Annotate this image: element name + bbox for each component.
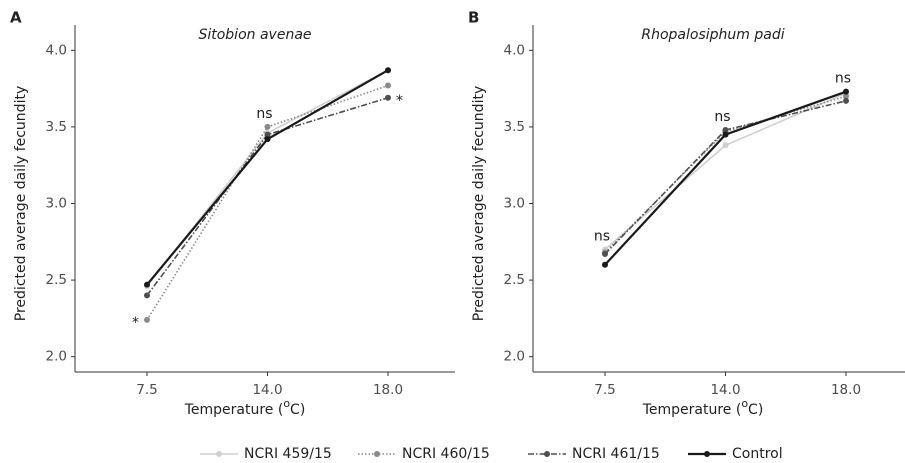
- legend-label: NCRI 461/15: [572, 446, 660, 462]
- y-tick-label: 3.0: [46, 196, 67, 212]
- panel-label: B: [468, 9, 479, 27]
- y-tick-label: 4.0: [46, 42, 67, 58]
- legend-point: [544, 451, 550, 457]
- data-point: [722, 126, 729, 133]
- x-axis-label-part: C): [748, 402, 763, 418]
- data-point: [385, 94, 391, 101]
- data-point: [843, 93, 849, 100]
- annotation: ns: [256, 106, 272, 122]
- y-tick-label: 3.5: [46, 119, 67, 135]
- legend-point: [374, 451, 380, 457]
- y-tick-label: 2.5: [46, 272, 67, 288]
- data-point: [385, 67, 391, 74]
- data-point: [843, 97, 849, 104]
- x-tick-label: 18.0: [831, 382, 861, 398]
- y-tick-label: 3.5: [504, 119, 525, 135]
- y-axis-label: Predicted average daily fecundity: [471, 86, 487, 321]
- y-tick-label: 2.0: [504, 349, 525, 365]
- data-point: [264, 123, 271, 130]
- data-point: [144, 316, 150, 323]
- x-tick-label: 7.5: [594, 382, 615, 398]
- x-axis-label: Temperature (oC): [642, 397, 764, 418]
- annotation: ns: [835, 71, 851, 87]
- x-axis-label-part: o: [283, 397, 290, 410]
- data-point: [602, 251, 608, 258]
- annotation: *: [396, 93, 403, 109]
- x-tick-label: 7.5: [136, 382, 157, 398]
- annotation: ns: [594, 228, 610, 244]
- y-tick-label: 4.0: [504, 42, 525, 58]
- legend-point: [704, 451, 710, 457]
- x-axis-label-part: Temperature (: [642, 402, 742, 418]
- chart-title: Sitobion avenae: [198, 27, 311, 43]
- data-point: [843, 88, 849, 95]
- y-tick-label: 2.5: [504, 272, 525, 288]
- x-axis-label-part: o: [741, 397, 748, 410]
- data-point: [264, 136, 271, 143]
- data-point: [264, 131, 271, 138]
- data-point: [722, 131, 729, 138]
- x-tick-label: 14.0: [252, 382, 282, 398]
- annotation: ns: [714, 109, 730, 125]
- panel-label: A: [10, 9, 22, 27]
- series-line: [146, 69, 389, 286]
- data-point: [602, 261, 608, 268]
- x-axis-label-part: C): [290, 402, 305, 418]
- data-point: [144, 292, 150, 299]
- x-tick-label: 14.0: [710, 382, 740, 398]
- legend-label: Control: [732, 446, 783, 462]
- y-tick-label: 3.0: [504, 196, 525, 212]
- series-line: [146, 69, 389, 287]
- x-axis-label: Temperature (oC): [184, 397, 306, 418]
- x-axis-label-part: Temperature (: [184, 402, 284, 418]
- chart-title: Rhopalosiphum padi: [641, 27, 784, 43]
- legend-label: NCRI 459/15: [244, 446, 332, 462]
- legend-label: NCRI 460/15: [402, 446, 490, 462]
- y-tick-label: 2.0: [46, 349, 67, 365]
- legend-point: [216, 451, 222, 457]
- annotation: *: [132, 315, 139, 331]
- y-axis-label: Predicted average daily fecundity: [13, 86, 29, 321]
- x-tick-label: 18.0: [373, 382, 403, 398]
- data-point: [722, 142, 729, 149]
- data-point: [385, 82, 391, 89]
- data-point: [144, 281, 150, 288]
